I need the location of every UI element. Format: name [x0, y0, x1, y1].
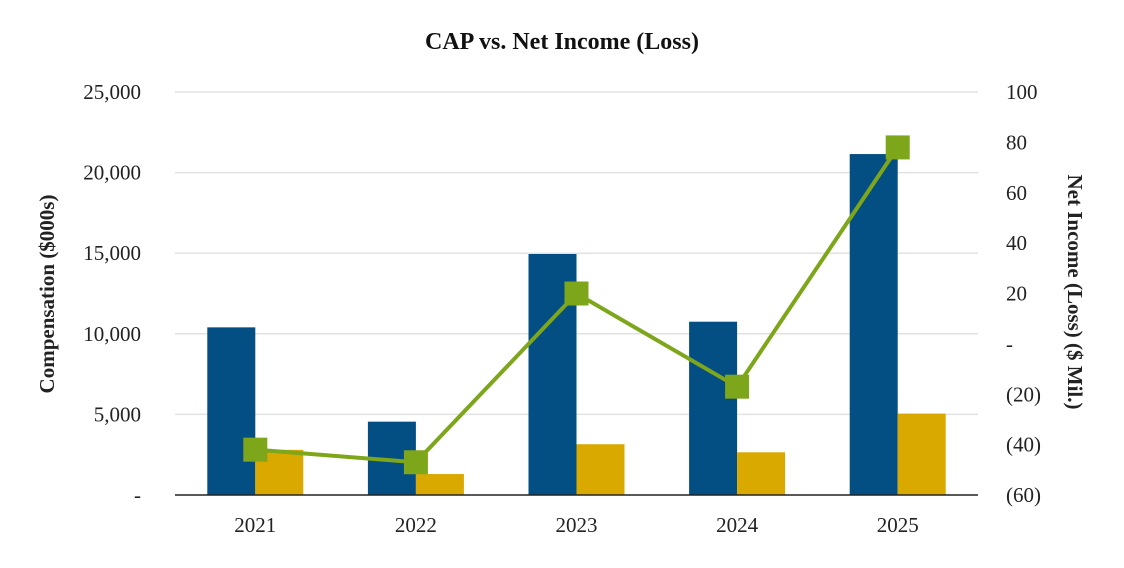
y-tick-label: 25,000 [83, 80, 141, 104]
x-tick-label: 2024 [716, 513, 759, 537]
bar-series-2 [415, 474, 464, 495]
y2-tick-label: 20 [1006, 282, 1027, 306]
chart-title: CAP vs. Net Income (Loss) [425, 29, 699, 55]
net-income-marker [885, 135, 910, 160]
gridlines [175, 91, 978, 416]
y-tick-label: 5,000 [94, 402, 141, 426]
net-income-marker [403, 450, 428, 475]
y2-tick-label: (60) [1006, 483, 1041, 507]
y2-tick-label: 80 [1006, 130, 1027, 154]
bar-series-1 [849, 154, 898, 495]
x-axis-ticks: 2021 2022 2023 2024 2025 [234, 513, 918, 537]
left-y-axis-title: Compensation ($000s) [35, 195, 59, 394]
y2-tick-label: (40) [1006, 433, 1041, 457]
y2-tick-label: 60 [1006, 181, 1027, 205]
net-income-marker [243, 437, 268, 462]
net-income-line-series [243, 135, 910, 475]
bar-series-2 [576, 444, 625, 495]
y2-tick-label: 40 [1006, 231, 1027, 255]
y2-tick-label: 100 [1006, 80, 1038, 104]
bar-series-1 [207, 327, 256, 495]
right-y-axis-ticks: (60) (40) (20) - 20 40 60 80 100 [1006, 80, 1041, 507]
left-y-axis-ticks: - 5,000 10,000 15,000 20,000 25,000 [83, 80, 141, 507]
x-tick-label: 2022 [395, 513, 437, 537]
net-income-marker [725, 374, 750, 399]
bar-series-2 [897, 413, 946, 495]
y-tick-label: 15,000 [83, 241, 141, 265]
y-tick-label: - [134, 483, 141, 507]
x-tick-label: 2025 [877, 513, 919, 537]
y-tick-label: 20,000 [83, 161, 141, 185]
y-tick-label: 10,000 [83, 322, 141, 346]
bar-series [207, 154, 946, 495]
y2-tick-label: (20) [1006, 382, 1041, 406]
net-income-marker [564, 281, 589, 306]
right-y-axis-title: Net Income (Loss) ($ Mil.) [1063, 174, 1087, 409]
x-tick-label: 2021 [234, 513, 276, 537]
y2-tick-label: - [1006, 332, 1013, 356]
bar-series-1 [689, 321, 738, 495]
x-tick-label: 2023 [556, 513, 598, 537]
bar-series-2 [737, 452, 786, 495]
